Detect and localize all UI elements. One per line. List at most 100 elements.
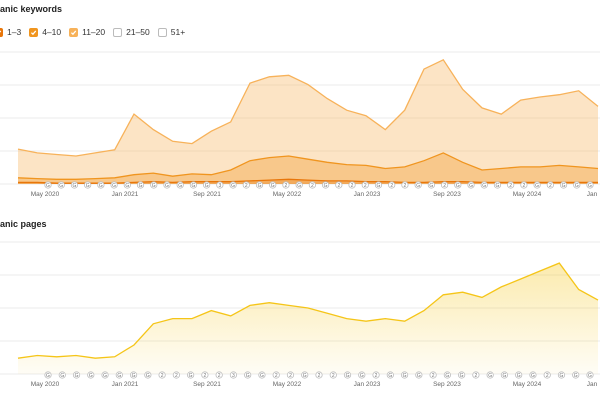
annotation-marker[interactable] (427, 181, 435, 189)
annotation-marker[interactable] (215, 371, 223, 379)
annotation-marker[interactable] (84, 181, 92, 189)
annotation-marker[interactable] (546, 181, 554, 189)
annotation-marker[interactable] (401, 181, 409, 189)
annotation-marker[interactable] (229, 371, 238, 379)
annotation-marker[interactable] (163, 181, 171, 189)
annotation-marker[interactable] (72, 371, 81, 379)
annotation-marker[interactable] (301, 371, 309, 379)
annotation-marker[interactable] (244, 371, 252, 379)
annotation-marker[interactable] (57, 181, 65, 189)
legend-item-51+[interactable]: 51+ (157, 27, 186, 37)
annotation-marker[interactable] (573, 181, 581, 189)
annotation-marker[interactable] (269, 181, 277, 189)
annotation-marker[interactable] (176, 181, 184, 189)
annotation-marker[interactable] (520, 181, 528, 189)
annotation-marker[interactable] (500, 371, 509, 379)
annotation-marker[interactable] (315, 371, 323, 379)
annotation-marker[interactable] (255, 181, 264, 189)
annotation-marker[interactable] (295, 181, 303, 189)
annotation-marker[interactable] (282, 181, 290, 189)
annotation-marker[interactable] (58, 371, 66, 379)
annotation-marker[interactable] (458, 371, 466, 379)
annotation-marker[interactable] (507, 181, 515, 189)
annotation-marker[interactable] (386, 371, 394, 379)
annotation-marker[interactable] (123, 181, 131, 189)
annotation-marker[interactable] (454, 181, 462, 189)
annotation-marker[interactable] (201, 371, 209, 379)
pages-title: anic pages (0, 219, 47, 229)
annotation-marker[interactable] (472, 371, 480, 379)
annotation-marker[interactable] (372, 371, 380, 379)
annotation-marker[interactable] (129, 371, 138, 379)
annotation-marker[interactable] (229, 181, 237, 189)
annotation-marker[interactable] (361, 181, 369, 189)
annotation-marker[interactable] (515, 371, 523, 379)
annotation-marker[interactable] (440, 181, 449, 189)
annotation-marker[interactable] (258, 371, 266, 379)
annotation-marker[interactable] (493, 181, 502, 189)
annotation-marker[interactable] (467, 181, 475, 189)
annotation-marker[interactable] (348, 181, 356, 189)
annotation-marker[interactable] (480, 181, 488, 189)
annotation-marker[interactable] (586, 181, 594, 189)
annotation-marker[interactable] (335, 181, 343, 189)
annotation-marker[interactable] (415, 371, 423, 379)
checkbox-checked-icon[interactable] (29, 27, 39, 37)
annotation-marker[interactable] (559, 181, 568, 189)
annotation-marker[interactable] (150, 181, 158, 189)
annotation-marker-label: 2 (332, 373, 335, 379)
annotation-marker-label: G (271, 183, 275, 189)
annotation-marker[interactable] (272, 371, 280, 379)
annotation-marker[interactable] (189, 181, 198, 189)
annotation-marker[interactable] (286, 371, 295, 379)
annotation-marker[interactable] (101, 371, 109, 379)
checkbox-unchecked-icon[interactable] (157, 27, 167, 37)
annotation-marker[interactable] (144, 371, 152, 379)
legend-item-11-20[interactable]: 11–20 (69, 27, 105, 37)
annotation-marker[interactable] (543, 371, 551, 379)
annotation-marker[interactable] (343, 371, 352, 379)
annotation-marker-label: G (205, 183, 209, 189)
annotation-marker[interactable] (70, 181, 79, 189)
annotation-marker[interactable] (388, 181, 396, 189)
annotation-marker[interactable] (529, 371, 537, 379)
annotation-marker[interactable] (172, 371, 180, 379)
legend-label: 51+ (170, 27, 186, 37)
checkbox-checked-icon[interactable] (0, 27, 3, 37)
annotation-marker[interactable] (110, 181, 118, 189)
annotation-marker[interactable] (97, 181, 105, 189)
annotation-marker[interactable] (44, 371, 52, 379)
annotation-marker[interactable] (429, 371, 437, 379)
annotation-marker[interactable] (374, 181, 383, 189)
annotation-marker[interactable] (216, 181, 224, 189)
legend-item-21-50[interactable]: 21–50 (113, 27, 150, 37)
annotation-marker[interactable] (242, 181, 250, 189)
annotation-marker[interactable] (115, 371, 123, 379)
checkbox-unchecked-icon[interactable] (113, 27, 123, 37)
annotation-marker[interactable] (414, 181, 422, 189)
annotation-marker-label: G (59, 183, 63, 189)
annotation-marker[interactable] (443, 371, 451, 379)
annotation-marker[interactable] (572, 371, 580, 379)
annotation-marker[interactable] (329, 371, 337, 379)
annotation-marker[interactable] (158, 371, 166, 379)
annotation-marker[interactable] (44, 181, 52, 189)
legend-item-1-3[interactable]: 1–3 (0, 27, 21, 37)
annotation-marker[interactable] (486, 371, 494, 379)
annotation-marker[interactable] (400, 371, 409, 379)
checkbox-checked-icon[interactable] (69, 27, 79, 37)
annotation-marker[interactable] (533, 181, 541, 189)
annotation-marker[interactable] (308, 181, 316, 189)
annotation-marker-label: 2 (549, 183, 552, 189)
annotation-marker-label: G (517, 373, 521, 379)
annotation-marker[interactable] (87, 371, 95, 379)
annotation-marker[interactable] (187, 371, 195, 379)
annotation-marker[interactable] (203, 181, 211, 189)
annotation-marker[interactable] (322, 181, 330, 189)
annotation-marker-label: 2 (390, 183, 393, 189)
annotation-marker[interactable] (586, 371, 594, 379)
annotation-marker[interactable] (557, 371, 566, 379)
annotation-marker[interactable] (358, 371, 366, 379)
legend-item-4-10[interactable]: 4–10 (29, 27, 61, 37)
annotation-marker[interactable] (136, 181, 145, 189)
